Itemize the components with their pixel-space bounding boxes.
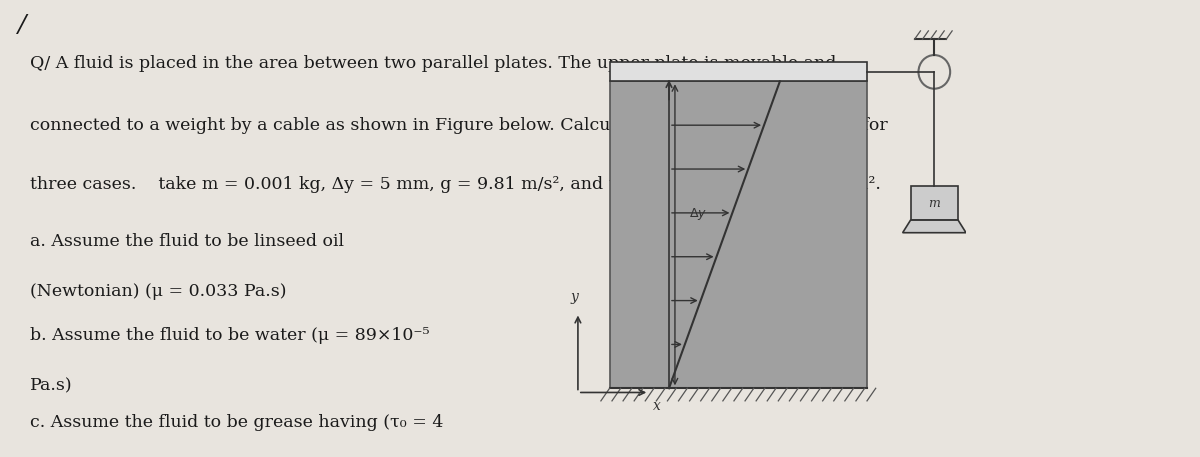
Text: m: m: [929, 197, 941, 210]
Bar: [911, 186, 958, 220]
Text: b. Assume the fluid to be water (μ = 89×10⁻⁵: b. Assume the fluid to be water (μ = 89×…: [30, 327, 430, 344]
Text: x: x: [653, 399, 661, 413]
Text: connected to a weight by a cable as shown in Figure below. Calculate the velocit: connected to a weight by a cable as show…: [30, 117, 888, 133]
Text: /: /: [18, 14, 26, 37]
Text: $\Delta y$: $\Delta y$: [689, 206, 707, 222]
Text: Q/ A fluid is placed in the area between two parallel plates. The upper plate is: Q/ A fluid is placed in the area between…: [30, 55, 836, 72]
Polygon shape: [902, 220, 966, 233]
Text: y: y: [570, 290, 578, 304]
Text: Pa.s): Pa.s): [30, 377, 73, 394]
Bar: [610, 63, 866, 81]
Text: three cases.    take m = 0.001 kg, Δy = 5 mm, g = 9.81 m/s², and the area of con: three cases. take m = 0.001 kg, Δy = 5 m…: [30, 176, 881, 193]
Bar: [610, 81, 866, 388]
Text: c. Assume the fluid to be grease having (τ₀ = 4: c. Assume the fluid to be grease having …: [30, 414, 443, 430]
Text: (Newtonian) (μ = 0.033 Pa.s): (Newtonian) (μ = 0.033 Pa.s): [30, 283, 287, 300]
Text: a. Assume the fluid to be linseed oil: a. Assume the fluid to be linseed oil: [30, 233, 344, 250]
